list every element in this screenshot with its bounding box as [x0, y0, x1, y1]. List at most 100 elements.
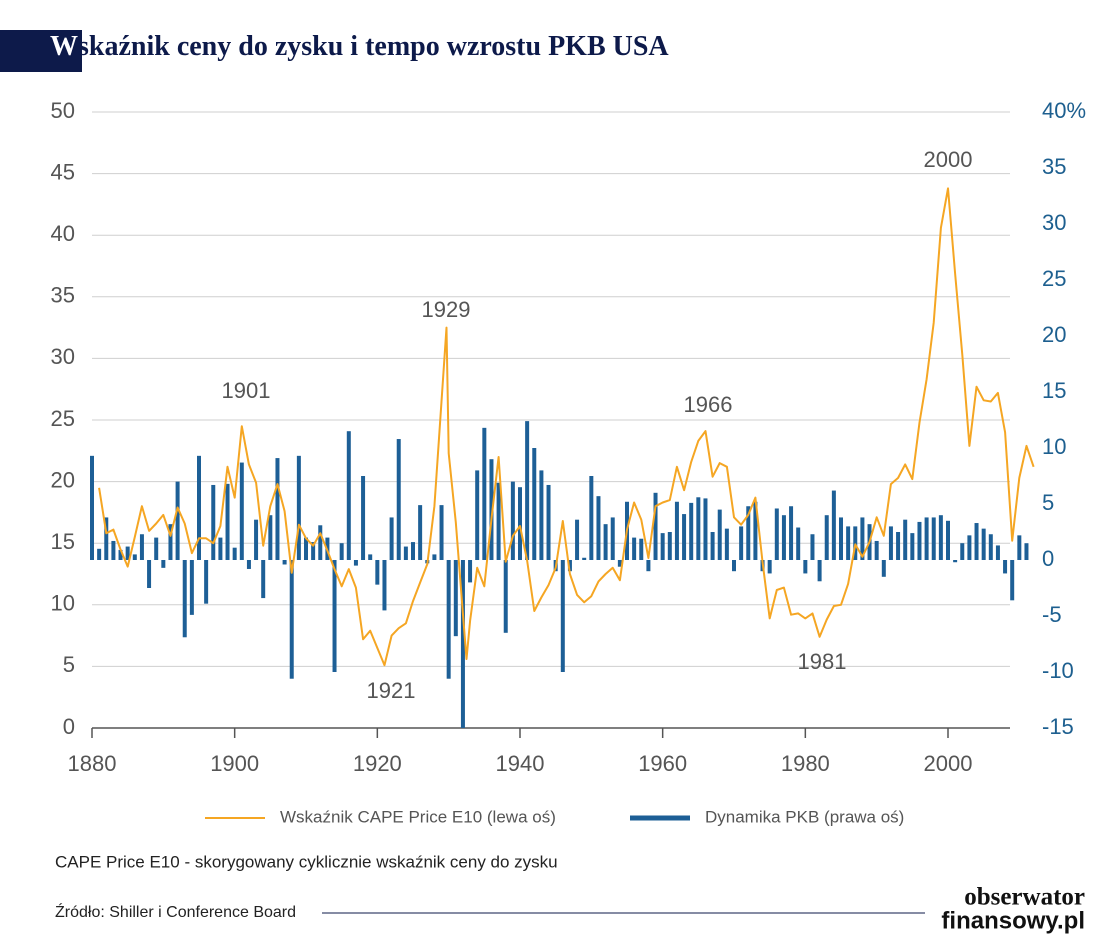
x-tick-label: 1980: [781, 751, 830, 776]
bar: [261, 560, 266, 599]
annotation: 1901: [222, 378, 271, 403]
bar: [1010, 560, 1015, 601]
bar: [418, 505, 423, 560]
bar: [510, 481, 515, 560]
bar: [874, 540, 879, 560]
x-tick-label: 1880: [68, 751, 117, 776]
bar: [453, 560, 458, 637]
bar: [282, 560, 287, 565]
y-tick-label: 45: [51, 159, 75, 184]
bar: [346, 431, 351, 560]
bar: [667, 532, 672, 560]
bar: [575, 519, 580, 560]
y-tick-label: 35: [51, 283, 75, 308]
bar: [353, 560, 358, 566]
bar: [268, 515, 273, 560]
bar: [432, 554, 437, 560]
bar: [774, 508, 779, 560]
bar: [439, 505, 444, 560]
bar: [596, 496, 601, 560]
bar: [896, 532, 901, 560]
bar: [289, 560, 294, 679]
bar: [118, 549, 123, 560]
bar: [610, 517, 615, 560]
bar: [724, 528, 729, 560]
bar: [546, 484, 551, 560]
y-tick-label: 20: [51, 467, 75, 492]
bar: [817, 560, 822, 582]
bar: [197, 455, 201, 560]
annotation: 1966: [684, 392, 733, 417]
bar: [518, 487, 522, 560]
bar: [924, 517, 929, 560]
bar: [946, 520, 950, 560]
bar: [232, 547, 237, 560]
y-tick-label: 5: [63, 652, 75, 677]
bar: [717, 509, 722, 560]
bar: [767, 560, 772, 574]
title-box: [0, 30, 82, 72]
bar: [475, 470, 480, 560]
bar: [482, 427, 487, 560]
bar: [225, 483, 230, 560]
bar: [460, 560, 465, 728]
bar: [660, 533, 665, 560]
bar: [953, 560, 958, 563]
bar: [988, 534, 993, 560]
bar: [361, 476, 366, 560]
bar: [525, 421, 530, 560]
bar: [903, 519, 908, 560]
bar: [218, 537, 223, 560]
bar: [846, 526, 851, 560]
bar: [539, 470, 544, 560]
bar: [1003, 560, 1008, 574]
bar: [617, 560, 622, 567]
bar: [139, 534, 144, 560]
bar: [781, 515, 786, 560]
bar: [639, 538, 644, 560]
bar: [175, 481, 180, 560]
source: Źródło: Shiller i Conference Board: [55, 902, 296, 921]
y2-tick-label: 5: [1042, 490, 1054, 515]
y-tick-label: 30: [51, 344, 75, 369]
bar: [132, 554, 137, 560]
bar: [803, 560, 808, 574]
bar: [154, 537, 159, 560]
annotation: 1921: [367, 678, 416, 703]
bar: [967, 535, 972, 560]
bar: [368, 554, 373, 560]
bar: [810, 534, 815, 560]
bar: [296, 455, 301, 560]
bar: [603, 524, 608, 560]
bar: [104, 517, 109, 560]
bar: [332, 560, 337, 672]
bar: [839, 517, 843, 560]
bar: [917, 521, 922, 560]
bar: [254, 519, 259, 560]
bar: [739, 526, 744, 560]
y2-tick-label: 30: [1042, 210, 1066, 235]
bar: [589, 476, 594, 560]
bar: [396, 439, 401, 560]
bar: [147, 560, 152, 588]
bar: [860, 517, 865, 560]
y2-tick-label: 35: [1042, 154, 1066, 179]
x-tick-label: 1940: [496, 751, 545, 776]
bar: [503, 560, 508, 633]
bar: [888, 526, 893, 560]
bar: [646, 560, 651, 572]
bar: [411, 542, 415, 560]
bar: [696, 497, 701, 560]
bar: [674, 501, 679, 560]
bar: [703, 498, 708, 560]
bar: [689, 502, 694, 560]
bar: [789, 506, 794, 560]
bar: [90, 455, 94, 560]
bar: [567, 560, 572, 572]
bar: [111, 540, 116, 560]
bar: [339, 543, 344, 560]
chart-title: Wskaźnik ceny do zysku i tempo wzrostu P…: [50, 31, 669, 62]
y2-tick-label: -5: [1042, 602, 1062, 627]
